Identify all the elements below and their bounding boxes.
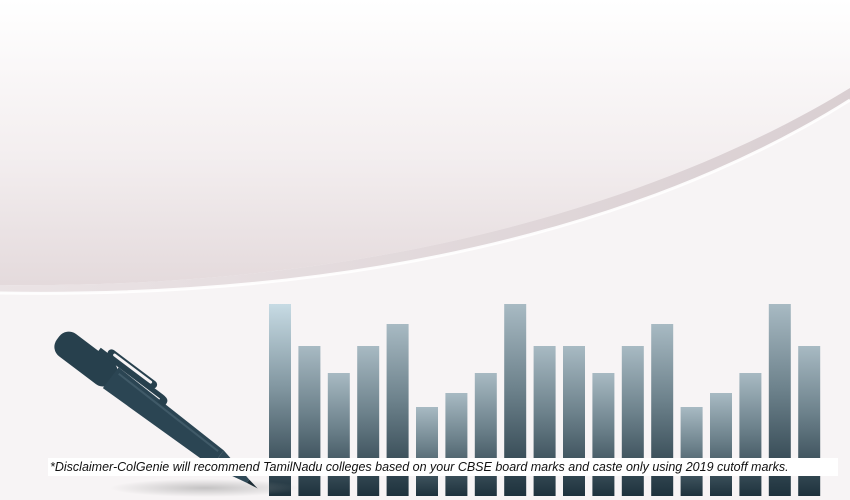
disclaimer-text: *Disclaimer-ColGenie will recommend Tami…: [48, 458, 838, 476]
decor-bar: [416, 407, 438, 496]
decor-bar: [739, 373, 762, 496]
decor-bar: [269, 304, 291, 496]
decor-bar: [710, 393, 732, 496]
decor-bar: [651, 324, 674, 496]
decor-bar: [474, 373, 497, 496]
decor-bar: [680, 407, 703, 496]
decor-bar: [592, 373, 615, 496]
decor-bar: [445, 393, 468, 496]
background-swoosh: [0, 0, 850, 295]
decor-bar: [504, 304, 527, 496]
decor-bar: [386, 324, 409, 496]
decor-bar: [768, 304, 791, 496]
decor-bar: [327, 373, 350, 496]
